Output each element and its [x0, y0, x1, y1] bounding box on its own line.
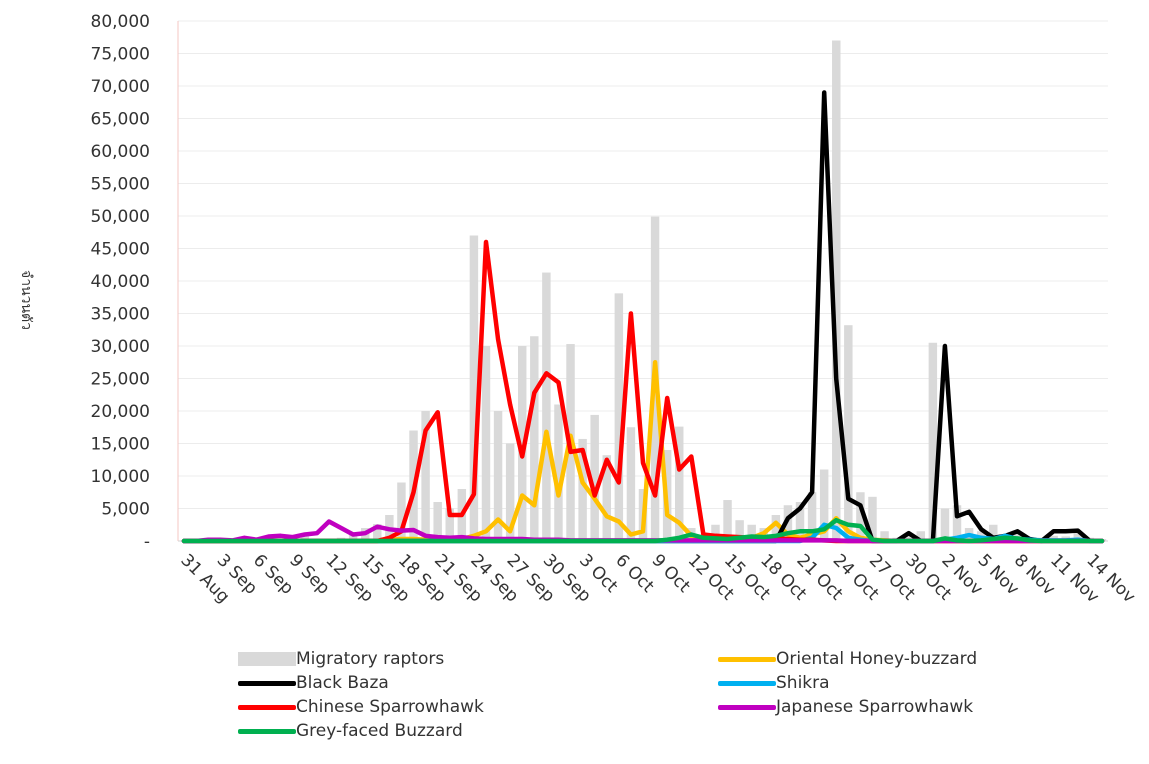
y-axis-label: จำนวนตัว — [18, 270, 34, 330]
bar — [590, 414, 599, 541]
bar — [433, 502, 442, 541]
gridlines — [177, 20, 1108, 542]
y-tick-label: 10,000 — [91, 467, 150, 487]
bar — [711, 524, 720, 541]
legend-swatch — [718, 680, 776, 686]
bar — [795, 502, 805, 541]
y-tick-label: 20,000 — [91, 402, 150, 422]
x-tick-label: 6 Oct — [611, 550, 658, 597]
bar — [940, 508, 950, 541]
bar — [348, 534, 358, 541]
legend-item: Oriental Honey-buzzard — [718, 647, 977, 671]
legend-swatch — [238, 680, 296, 686]
bar — [723, 500, 732, 541]
legend-item: Migratory raptors — [238, 647, 444, 671]
legend-swatch — [238, 652, 296, 666]
bar — [904, 534, 913, 541]
legend-label: Chinese Sparrowhawk — [296, 697, 484, 717]
bar — [469, 235, 479, 541]
bar — [880, 531, 889, 541]
bar — [300, 534, 310, 541]
bar — [916, 531, 926, 541]
bar — [554, 404, 563, 541]
y-tick-label: 15,000 — [91, 435, 150, 455]
y-axis-ticks: - 5,000 10,000 15,000 20,000 25,000 30,000 35,0… — [91, 12, 150, 552]
y-tick-label: 40,000 — [91, 272, 150, 292]
bar — [747, 524, 756, 541]
legend-label: Oriental Honey-buzzard — [776, 649, 978, 669]
bar — [397, 482, 406, 541]
bar — [952, 505, 962, 541]
legend-item: Black Baza — [238, 671, 389, 695]
bar — [807, 492, 817, 541]
y-tick-label: 25,000 — [91, 370, 150, 390]
y-tick-label: 65,000 — [91, 110, 150, 130]
legend-item: Shikra — [718, 671, 830, 695]
bar — [542, 272, 551, 541]
legend-label: Shikra — [776, 673, 830, 693]
y-tick-label: - — [144, 532, 150, 552]
legend-label: Black Baza — [296, 673, 389, 693]
bar — [505, 443, 515, 541]
x-tick-label: 9 Sep — [285, 550, 333, 598]
legend-label: Migratory raptors — [296, 649, 445, 669]
bar — [481, 346, 491, 541]
y-tick-label: 80,000 — [91, 12, 150, 32]
y-tick-label: 60,000 — [91, 142, 150, 162]
bar — [832, 40, 841, 541]
bar — [868, 496, 877, 541]
bar — [373, 524, 382, 541]
bar — [493, 411, 503, 541]
bar — [856, 492, 865, 541]
bar — [445, 508, 454, 541]
bar — [844, 325, 853, 541]
bar — [578, 438, 587, 541]
legend-item: Chinese Sparrowhawk — [238, 695, 484, 719]
line-series — [181, 90, 1105, 544]
legend-swatch — [238, 728, 296, 734]
bar — [819, 469, 829, 541]
bar — [1073, 533, 1083, 541]
legend-swatch — [238, 704, 296, 710]
series-line-grey-faced-buzzard — [181, 517, 1105, 544]
bar — [783, 505, 793, 541]
bar — [771, 515, 781, 541]
bar — [530, 336, 539, 541]
legend-swatch — [718, 704, 776, 710]
legend-item: Grey-faced Buzzard — [238, 719, 463, 743]
legend-label: Japanese Sparrowhawk — [776, 697, 974, 717]
bar — [735, 520, 744, 541]
bar — [928, 342, 938, 541]
y-tick-label: 75,000 — [91, 45, 150, 65]
bar — [626, 427, 636, 541]
bar — [517, 346, 527, 541]
legend-label: Grey-faced Buzzard — [296, 721, 463, 741]
y-tick-label: 45,000 — [91, 240, 150, 260]
legend-item: Japanese Sparrowhawk — [718, 695, 973, 719]
legend-swatch — [718, 656, 776, 662]
y-tick-label: 70,000 — [91, 77, 150, 97]
bar — [421, 411, 430, 541]
y-tick-label: 55,000 — [91, 175, 150, 195]
x-tick-label: 6 Sep — [249, 550, 297, 598]
x-tick-label: 9 Oct — [648, 550, 695, 597]
y-tick-label: 5,000 — [101, 500, 150, 520]
bar — [602, 455, 611, 541]
series-line-black-baza — [181, 90, 1105, 544]
bar — [614, 293, 624, 541]
y-tick-label: 50,000 — [91, 207, 150, 227]
bar — [675, 426, 684, 541]
bar — [989, 524, 998, 541]
y-tick-label: 35,000 — [91, 305, 150, 325]
y-tick-label: 30,000 — [91, 337, 150, 357]
